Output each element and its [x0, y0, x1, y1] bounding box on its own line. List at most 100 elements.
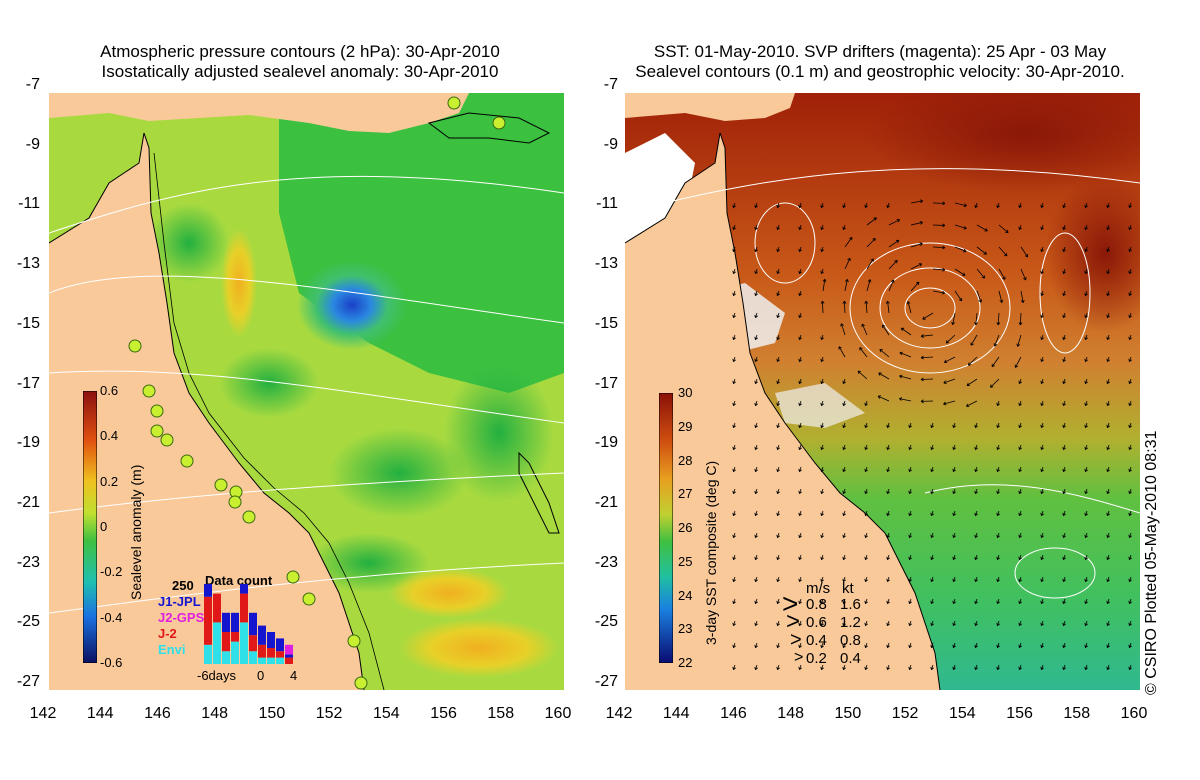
velocity-kt-value: 0.4	[840, 650, 861, 667]
velocity-arrow	[864, 510, 868, 517]
velocity-arrow	[886, 554, 890, 561]
velocity-arrow	[844, 278, 849, 292]
velocity-arrow	[820, 466, 824, 473]
velocity-arrow	[886, 488, 890, 495]
velocity-arrow	[732, 510, 736, 517]
velocity-arrow	[754, 312, 758, 319]
velocity-arrow	[885, 300, 890, 314]
velocity-arrow	[732, 620, 736, 627]
velocity-arrow	[1040, 334, 1044, 341]
velocity-arrow	[1062, 620, 1066, 627]
velocity-ms-value: 0.8	[806, 596, 827, 613]
data-count-xlabel-end: 4	[290, 668, 298, 683]
y-tick-l: -27	[16, 673, 40, 690]
velocity-arrow	[952, 466, 956, 473]
velocity-arrow	[954, 246, 967, 253]
velocity-arrow	[886, 466, 890, 473]
left-pressure-contour-1	[49, 175, 564, 234]
velocity-arrow	[1106, 356, 1110, 363]
velocity-arrow	[1084, 598, 1088, 605]
velocity-arrow	[798, 268, 802, 275]
velocity-arrow	[776, 620, 780, 627]
velocity-arrow	[776, 378, 780, 385]
velocity-arrow	[967, 356, 978, 366]
velocity-arrow	[1106, 664, 1110, 671]
velocity-arrow	[838, 346, 846, 358]
right-colorbar	[659, 393, 673, 663]
data-count-bar-red	[276, 651, 284, 658]
velocity-arrow	[1106, 620, 1110, 627]
velocity-arrow	[820, 400, 824, 407]
velocity-arrow	[954, 290, 963, 302]
velocity-arrow	[1020, 290, 1025, 304]
velocity-arrow	[1020, 246, 1029, 258]
x-tick-right: 146	[720, 705, 747, 722]
velocity-arrow	[1062, 356, 1066, 363]
velocity-arrow	[820, 334, 824, 341]
velocity-arrow	[776, 356, 780, 363]
velocity-arrow	[864, 576, 868, 583]
x-tick-right: 152	[891, 705, 919, 722]
velocity-arrow	[1084, 488, 1088, 495]
velocity-arrow	[996, 598, 1000, 605]
velocity-arrow	[820, 378, 824, 385]
colorbar-tick: 0	[100, 519, 108, 534]
velocity-arrow	[864, 620, 868, 627]
y-tick-r: -11	[596, 195, 618, 213]
velocity-arrow	[1018, 202, 1022, 209]
velocity-arrow	[1084, 268, 1088, 275]
velocity-arrow	[1128, 554, 1132, 561]
left-yellow-patch3	[399, 618, 559, 678]
velocity-arrow	[1040, 598, 1044, 605]
velocity-arrow	[1128, 422, 1132, 429]
velocity-arrow	[861, 323, 868, 336]
x-tick-right: 144	[662, 705, 690, 722]
velocity-arrow	[886, 664, 890, 671]
velocity-arrow	[974, 466, 978, 473]
velocity-arrow	[732, 422, 736, 429]
left-pressure-contour-4	[49, 472, 564, 514]
velocity-arrow	[1084, 510, 1088, 517]
velocity-arrow	[798, 356, 802, 363]
left-green-patch2	[219, 348, 319, 418]
velocity-arrow	[754, 422, 758, 429]
velocity-arrow	[1128, 378, 1132, 385]
colorbar-tick: 22	[678, 655, 693, 670]
velocity-arrow	[842, 466, 846, 473]
velocity-arrow	[930, 444, 934, 451]
velocity-arrow	[842, 554, 846, 561]
data-count-chart	[204, 584, 293, 664]
velocity-arrow	[1040, 422, 1044, 429]
velocity-arrow	[1018, 224, 1022, 231]
colorbar-tick: 27	[678, 486, 693, 502]
right-hot-east	[1045, 173, 1140, 333]
velocity-arrow	[1084, 620, 1088, 627]
velocity-arrow	[888, 219, 901, 226]
velocity-arrow	[906, 301, 912, 314]
velocity-arrow	[1106, 510, 1110, 517]
velocity-arrow	[1040, 488, 1044, 495]
velocity-arrow	[732, 202, 736, 209]
velocity-arrow	[732, 554, 736, 561]
data-count-bar-red	[222, 632, 230, 652]
colorbar-tick: -0.4	[100, 609, 123, 625]
velocity-arrow	[732, 290, 736, 297]
velocity-arrow	[820, 356, 824, 363]
velocity-arrow	[932, 245, 946, 250]
velocity-arrow	[899, 351, 912, 358]
velocity-arrow	[754, 400, 758, 407]
x-tick-right: 154	[948, 705, 976, 722]
velocity-kt-value: 1.6	[840, 596, 861, 613]
x-tick-left: 146	[144, 705, 171, 722]
velocity-arrow	[886, 598, 890, 605]
velocity-arrow	[776, 598, 780, 605]
velocity-arrow	[1062, 598, 1066, 605]
velocity-arrow	[798, 576, 802, 583]
left-yellow-patch1	[221, 228, 257, 338]
data-count-bar-blue	[276, 638, 284, 652]
velocity-arrow	[1106, 202, 1110, 209]
velocity-arrow	[908, 444, 912, 451]
velocity-arrow	[908, 642, 912, 649]
velocity-arrow	[1040, 268, 1044, 275]
velocity-arrow	[1040, 576, 1044, 583]
